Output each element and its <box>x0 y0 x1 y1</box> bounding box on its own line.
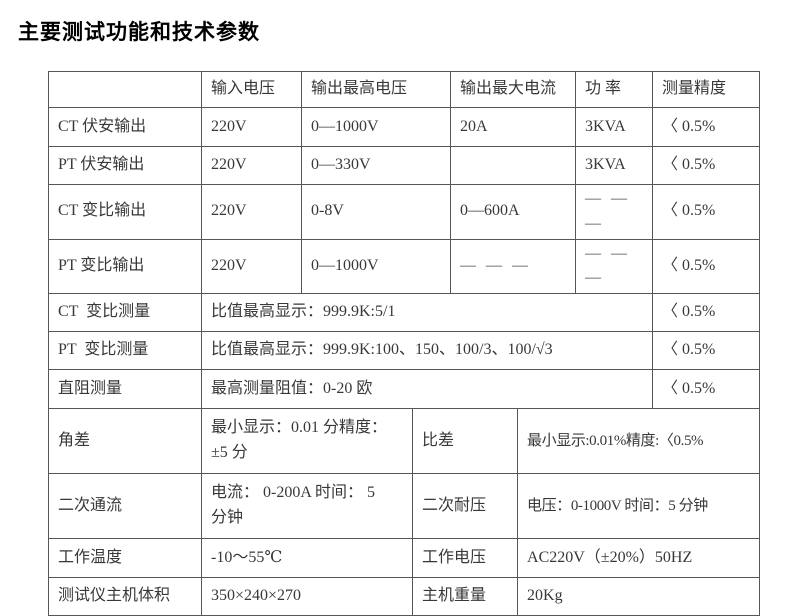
table-row-resistance-measure: 直阻测量 最高测量阻值：0-20 欧 〈 0.5% <box>48 369 761 410</box>
cell-max-output-current: — — — <box>450 238 577 295</box>
header-input-voltage: 输入电压 <box>201 71 302 108</box>
table-row-ct-ratio-output: CT 变比输出 220V 0-8V 0—600A — — — 〈 0.5% <box>48 184 761 240</box>
cell-max-output-voltage: 0-8V <box>300 184 452 240</box>
page-title: 主要测试功能和技术参数 <box>18 20 260 44</box>
spec-table: 输入电压 输出最高电压 输出最大电流 功 率 测量精度 CT 伏安输出 220V… <box>48 71 761 616</box>
cell-power: — — — <box>575 184 654 240</box>
header-accuracy: 测量精度 <box>652 71 761 108</box>
cell-max-output-current: 20A <box>450 107 577 147</box>
cell-power: — — — <box>575 238 654 295</box>
cell-measure-value: 比值最高显示：999.9K:100、150、100/3、100/√3 <box>200 331 654 371</box>
table-header-row: 输入电压 输出最高电压 输出最大电流 功 率 测量精度 <box>48 71 761 108</box>
table-row-ct-va-output: CT 伏安输出 220V 0—1000V 20A 3KVA 〈 0.5% <box>48 107 761 147</box>
cell-accuracy: 〈 0.5% <box>652 184 761 240</box>
cell-input-voltage: 220V <box>201 184 302 240</box>
table-row-working-temperature: 工作温度 -10～55℃ 工作电压 AC220V（±20%）50HZ <box>48 538 761 579</box>
header-power: 功 率 <box>575 71 654 108</box>
cell-max-output-voltage: 0—1000V <box>300 107 452 147</box>
row-label: 工作温度 <box>48 538 202 579</box>
row-label: 二次通流 <box>48 473 202 540</box>
cell-power: 3KVA <box>575 107 654 147</box>
row-label: 直阻测量 <box>48 369 202 410</box>
cell-accuracy: 〈 0.5% <box>652 107 761 147</box>
row-label: 测试仪主机体积 <box>48 577 202 616</box>
table-row-host-size: 测试仪主机体积 350×240×270 主机重量 20Kg <box>48 577 761 616</box>
row-label: CT 变比输出 <box>48 184 202 240</box>
cell-measure-value: 最高测量阻值：0-20 欧 <box>200 369 654 410</box>
cell-pair-value1: -10～55℃ <box>201 538 413 579</box>
table-row-secondary-current: 二次通流 电流： 0-200A 时间： 5 分钟 二次耐压 电压：0-1000V… <box>48 473 761 540</box>
cell-max-output-voltage: 0—1000V <box>300 238 452 295</box>
cell-pair-value2: 最小显示:0.01%精度:〈0.5% <box>517 408 761 475</box>
cell-power: 3KVA <box>575 146 654 185</box>
header-blank <box>48 71 202 108</box>
row-label: PT 伏安输出 <box>48 146 202 185</box>
table-row-pt-ratio-output: PT 变比输出 220V 0—1000V — — — — — — 〈 0.5% <box>48 238 761 295</box>
table-row-ct-ratio-measure: CT 变比测量 比值最高显示：999.9K:5/1 〈 0.5% <box>48 293 761 333</box>
cell-pair-label2: 主机重量 <box>411 577 519 616</box>
cell-accuracy: 〈 0.5% <box>652 293 761 333</box>
cell-pair-label2: 工作电压 <box>411 538 519 579</box>
row-label: CT 变比测量 <box>48 293 202 333</box>
header-max-output-current: 输出最大电流 <box>450 71 577 108</box>
cell-pair-value1: 电流： 0-200A 时间： 5 分钟 <box>201 473 413 540</box>
cell-measure-value: 比值最高显示：999.9K:5/1 <box>200 293 654 333</box>
row-label: CT 伏安输出 <box>48 107 202 147</box>
cell-pair-value1: 最小显示：0.01 分精度： ±5 分 <box>201 408 413 475</box>
row-label: 角差 <box>48 408 202 475</box>
cell-accuracy: 〈 0.5% <box>652 331 761 371</box>
header-max-output-voltage: 输出最高电压 <box>300 71 452 108</box>
cell-accuracy: 〈 0.5% <box>652 146 761 185</box>
cell-pair-value2: AC220V（±20%）50HZ <box>517 538 761 579</box>
table-row-pt-ratio-measure: PT 变比测量 比值最高显示：999.9K:100、150、100/3、100/… <box>48 331 761 371</box>
cell-pair-label2: 比差 <box>411 408 519 475</box>
cell-input-voltage: 220V <box>201 146 302 185</box>
table-row-angle-error: 角差 最小显示：0.01 分精度： ±5 分 比差 最小显示:0.01%精度:〈… <box>48 408 761 475</box>
cell-max-output-voltage: 0—330V <box>300 146 452 185</box>
row-label: PT 变比输出 <box>48 238 202 295</box>
cell-max-output-current <box>450 146 577 185</box>
cell-max-output-current: 0—600A <box>450 184 577 240</box>
cell-input-voltage: 220V <box>201 107 302 147</box>
cell-pair-value2: 20Kg <box>517 577 761 616</box>
row-label: PT 变比测量 <box>48 331 202 371</box>
cell-accuracy: 〈 0.5% <box>652 369 761 410</box>
cell-pair-label2: 二次耐压 <box>411 473 519 540</box>
cell-pair-value1: 350×240×270 <box>201 577 413 616</box>
cell-accuracy: 〈 0.5% <box>652 238 761 295</box>
cell-input-voltage: 220V <box>201 238 302 295</box>
table-row-pt-va-output: PT 伏安输出 220V 0—330V 3KVA 〈 0.5% <box>48 146 761 185</box>
cell-pair-value2: 电压：0-1000V 时间：5 分钟 <box>517 473 761 540</box>
